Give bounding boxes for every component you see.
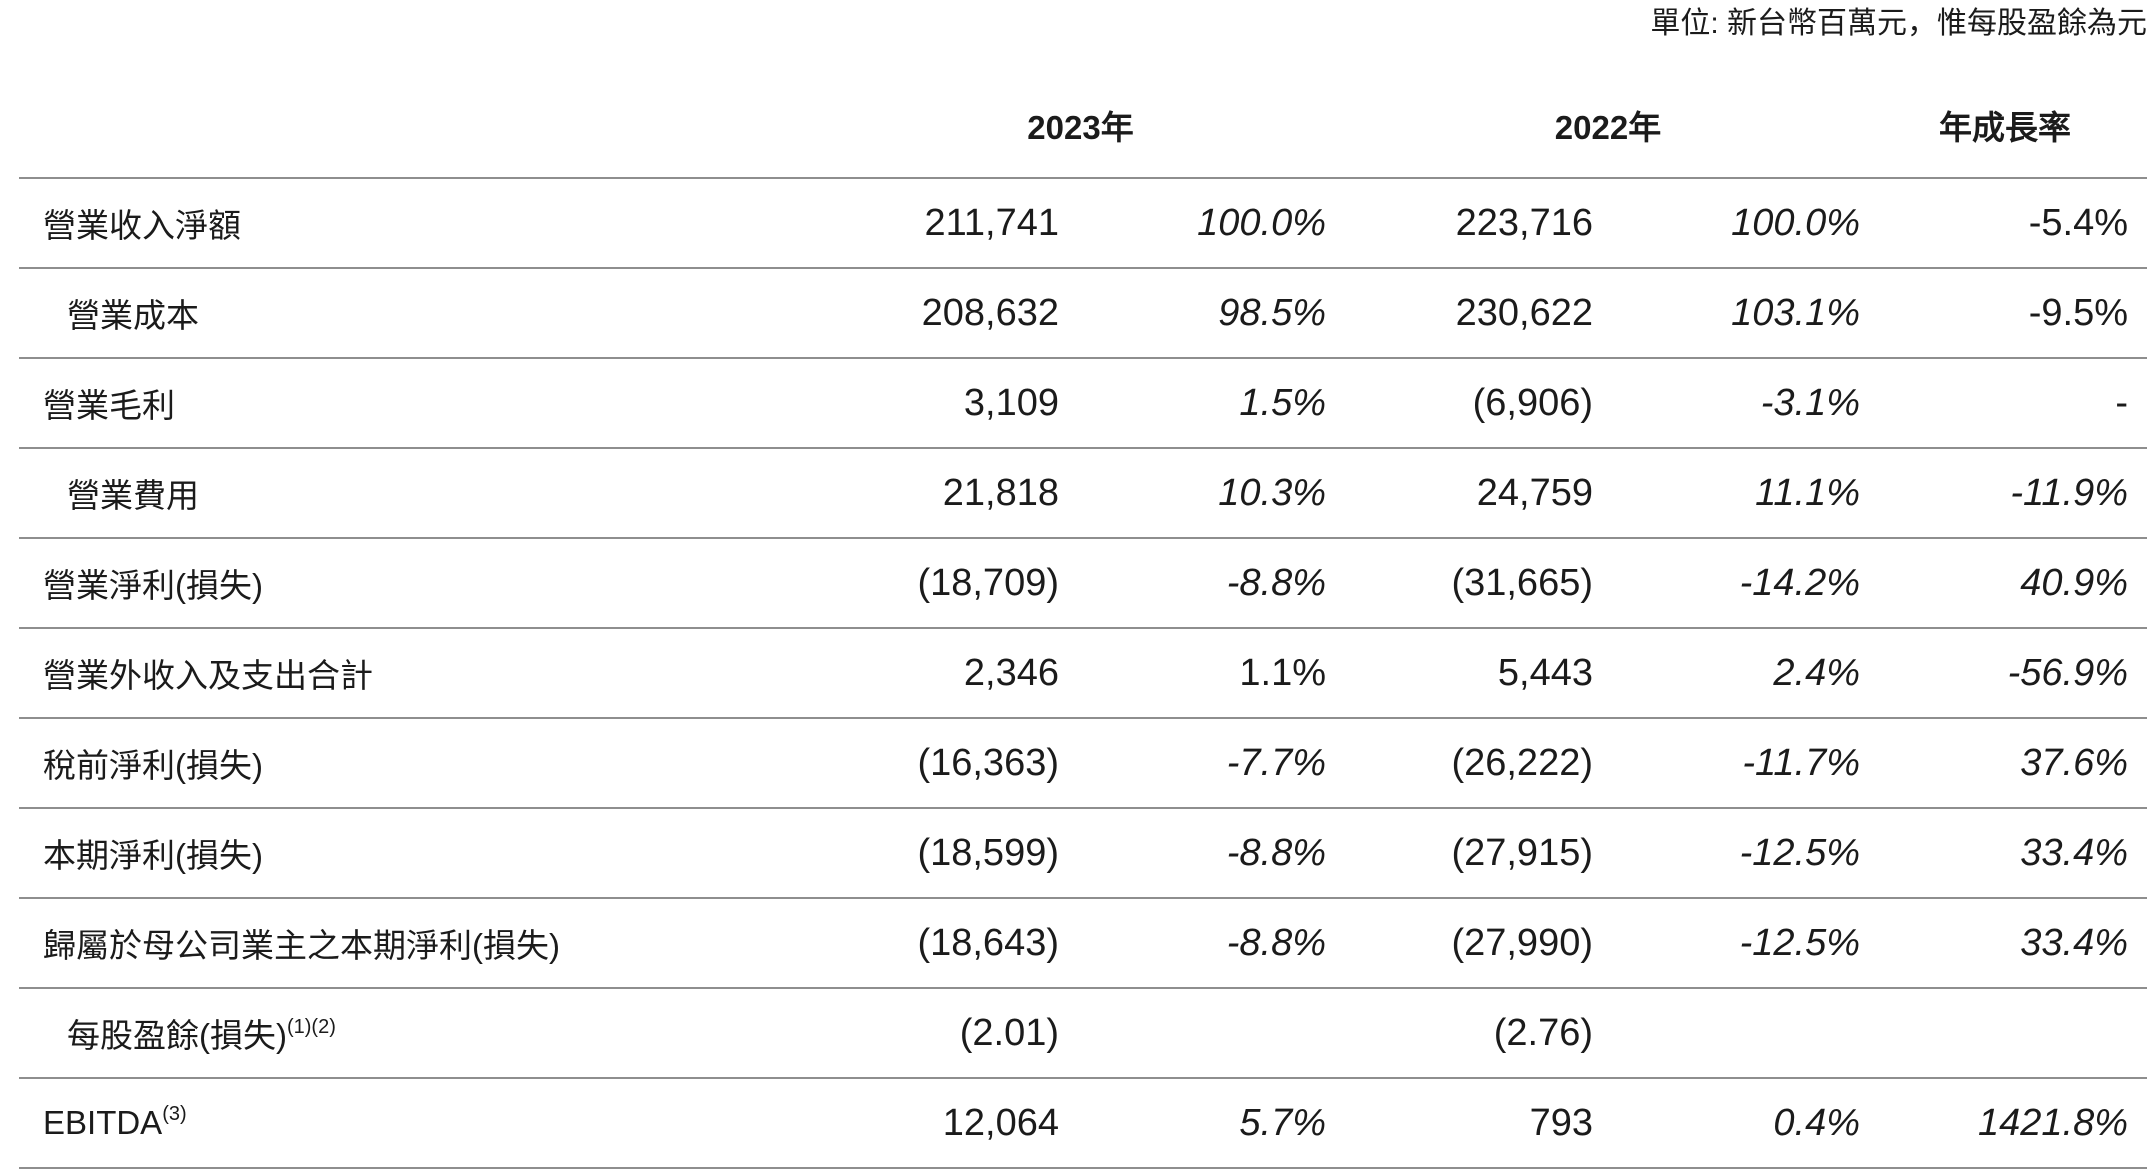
income-statement-table: 2023年 2022年 年成長率 營業收入淨額 211,741 100.0% 2…	[19, 0, 2147, 1169]
table-row: EBITDA(3) 12,064 5.7% 793 0.4% 1421.8%	[19, 1079, 2147, 1169]
yoy-growth: -5.4%	[2028, 201, 2128, 244]
value-2023: (18,709)	[917, 561, 1059, 604]
value-2022: 793	[1529, 1101, 1593, 1144]
row-label-text: 營業收入淨額	[43, 207, 241, 244]
value-2023: 12,064	[942, 1101, 1059, 1144]
value-2022: (27,915)	[1451, 831, 1593, 874]
yoy-growth: 1421.8%	[1977, 1101, 2128, 1144]
pct-2023: -8.8%	[1226, 921, 1326, 964]
row-label: 營業外收入及支出合計	[19, 649, 759, 697]
table-row: 營業外收入及支出合計 2,346 1.1% 5,443 2.4% -56.9%	[19, 629, 2147, 719]
row-label-text: 營業成本	[67, 297, 199, 334]
value-2023: 3,109	[963, 381, 1059, 424]
pct-2023: -7.7%	[1226, 741, 1326, 784]
row-label: EBITDA(3)	[19, 1104, 759, 1142]
col-header-2022: 2022年	[1554, 109, 1662, 146]
pct-2023: 98.5%	[1218, 291, 1326, 334]
row-label: 營業費用	[19, 469, 759, 517]
value-2023: (18,643)	[917, 921, 1059, 964]
row-label-text: 每股盈餘(損失)	[67, 1017, 287, 1054]
yoy-growth: 33.4%	[2020, 831, 2128, 874]
pct-2022: -3.1%	[1760, 381, 1860, 424]
yoy-growth: 33.4%	[2020, 921, 2128, 964]
row-label-text: 營業毛利	[43, 387, 175, 424]
table-body: 營業收入淨額 211,741 100.0% 223,716 100.0% -5.…	[19, 179, 2147, 1169]
value-2022: 5,443	[1497, 651, 1593, 694]
value-2022: (6,906)	[1472, 381, 1593, 424]
value-2023: 2,346	[963, 651, 1059, 694]
value-2022: 24,759	[1476, 471, 1593, 514]
row-label-footnote: (1)(2)	[286, 1016, 336, 1038]
row-label: 營業淨利(損失)	[19, 559, 759, 607]
pct-2023: -8.8%	[1226, 831, 1326, 874]
row-label-text: 營業淨利(損失)	[43, 567, 263, 604]
pct-2022: -14.2%	[1739, 561, 1860, 604]
table-row: 歸屬於母公司業主之本期淨利(損失) (18,643) -8.8% (27,990…	[19, 899, 2147, 989]
value-2022: 230,622	[1455, 291, 1593, 334]
table-row: 營業成本 208,632 98.5% 230,622 103.1% -9.5%	[19, 269, 2147, 359]
row-label-footnote: (3)	[162, 1104, 187, 1125]
row-label-text: EBITDA	[43, 1104, 163, 1141]
table-row: 每股盈餘(損失)(1)(2) (2.01) (2.76)	[19, 989, 2147, 1079]
row-label-text: 稅前淨利(損失)	[43, 747, 263, 784]
yoy-growth: -9.5%	[2028, 291, 2128, 334]
pct-2022: -11.7%	[1742, 741, 1860, 784]
value-2023: 21,818	[942, 471, 1059, 514]
row-label-text: 歸屬於母公司業主之本期淨利(損失)	[43, 927, 560, 964]
row-label: 每股盈餘(損失)(1)(2)	[19, 1009, 759, 1057]
col-header-2023: 2023年	[1027, 109, 1134, 146]
value-2022: 223,716	[1455, 201, 1593, 244]
value-2022: (2.76)	[1493, 1011, 1593, 1054]
pct-2023: 1.5%	[1239, 381, 1326, 424]
row-label: 歸屬於母公司業主之本期淨利(損失)	[19, 919, 759, 967]
table-row: 營業收入淨額 211,741 100.0% 223,716 100.0% -5.…	[19, 179, 2147, 269]
row-label: 營業收入淨額	[19, 199, 759, 247]
row-label: 稅前淨利(損失)	[19, 739, 759, 787]
row-label: 營業毛利	[19, 379, 759, 427]
pct-2023: 1.1%	[1239, 651, 1326, 694]
yoy-growth: -11.9%	[2010, 471, 2128, 514]
col-header-growth: 年成長率	[1939, 109, 2071, 146]
yoy-growth: -	[2115, 381, 2128, 424]
table-row: 本期淨利(損失) (18,599) -8.8% (27,915) -12.5% …	[19, 809, 2147, 899]
value-2023: 211,741	[924, 201, 1059, 244]
table-row: 營業費用 21,818 10.3% 24,759 11.1% -11.9%	[19, 449, 2147, 539]
pct-2023: -8.8%	[1226, 561, 1326, 604]
value-2023: (16,363)	[917, 741, 1059, 784]
unit-note: 單位: 新台幣百萬元，惟每股盈餘為元	[1650, 7, 2147, 40]
table-row: 營業毛利 3,109 1.5% (6,906) -3.1% -	[19, 359, 2147, 449]
pct-2022: -12.5%	[1739, 921, 1860, 964]
value-2022: (27,990)	[1451, 921, 1593, 964]
table-header-row: 2023年 2022年 年成長率	[19, 0, 2147, 179]
pct-2022: 11.1%	[1755, 471, 1860, 514]
pct-2023: 10.3%	[1218, 471, 1326, 514]
pct-2023: 100.0%	[1197, 201, 1326, 244]
pct-2022: -12.5%	[1739, 831, 1860, 874]
pct-2022: 2.4%	[1773, 651, 1860, 694]
pct-2022: 100.0%	[1731, 201, 1860, 244]
value-2023: (2.01)	[959, 1011, 1059, 1054]
pct-2022: 0.4%	[1773, 1101, 1860, 1144]
value-2022: (26,222)	[1451, 741, 1593, 784]
yoy-growth: 40.9%	[2020, 561, 2128, 604]
pct-2022: 103.1%	[1731, 291, 1860, 334]
table-row: 營業淨利(損失) (18,709) -8.8% (31,665) -14.2% …	[19, 539, 2147, 629]
row-label-text: 營業外收入及支出合計	[43, 657, 373, 694]
value-2022: (31,665)	[1451, 561, 1593, 604]
pct-2023: 5.7%	[1239, 1101, 1326, 1144]
row-label-text: 營業費用	[67, 477, 199, 514]
row-label: 本期淨利(損失)	[19, 829, 759, 877]
yoy-growth: -56.9%	[2007, 651, 2128, 694]
table-row: 稅前淨利(損失) (16,363) -7.7% (26,222) -11.7% …	[19, 719, 2147, 809]
value-2023: (18,599)	[917, 831, 1059, 874]
row-label-text: 本期淨利(損失)	[43, 837, 263, 874]
yoy-growth: 37.6%	[2020, 741, 2128, 784]
row-label: 營業成本	[19, 289, 759, 337]
value-2023: 208,632	[921, 291, 1059, 334]
